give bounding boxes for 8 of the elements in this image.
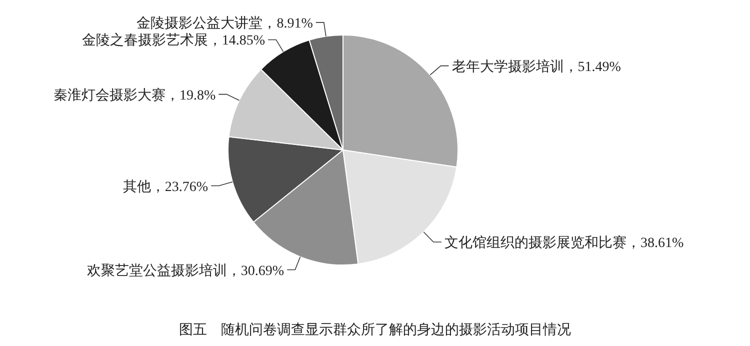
slice-label: 其他，23.76% xyxy=(122,178,208,195)
slice-label: 文化馆组织的摄影展览和比赛，38.61% xyxy=(444,234,684,251)
slice-label: 金陵之春摄影艺术展，14.85% xyxy=(82,32,266,49)
slice-label: 老年大学摄影培训，51.49% xyxy=(452,58,622,75)
slice-label: 秦淮灯会摄影大赛，19.8% xyxy=(53,87,216,104)
slice-label: 欢聚艺堂公益摄影培训，30.69% xyxy=(86,262,284,279)
slice-label: 金陵摄影公益大讲堂，8.91% xyxy=(136,15,314,32)
text: 图五 随机问卷调查显示群众所了解的身边的摄影活动项目情况 xyxy=(179,322,571,338)
